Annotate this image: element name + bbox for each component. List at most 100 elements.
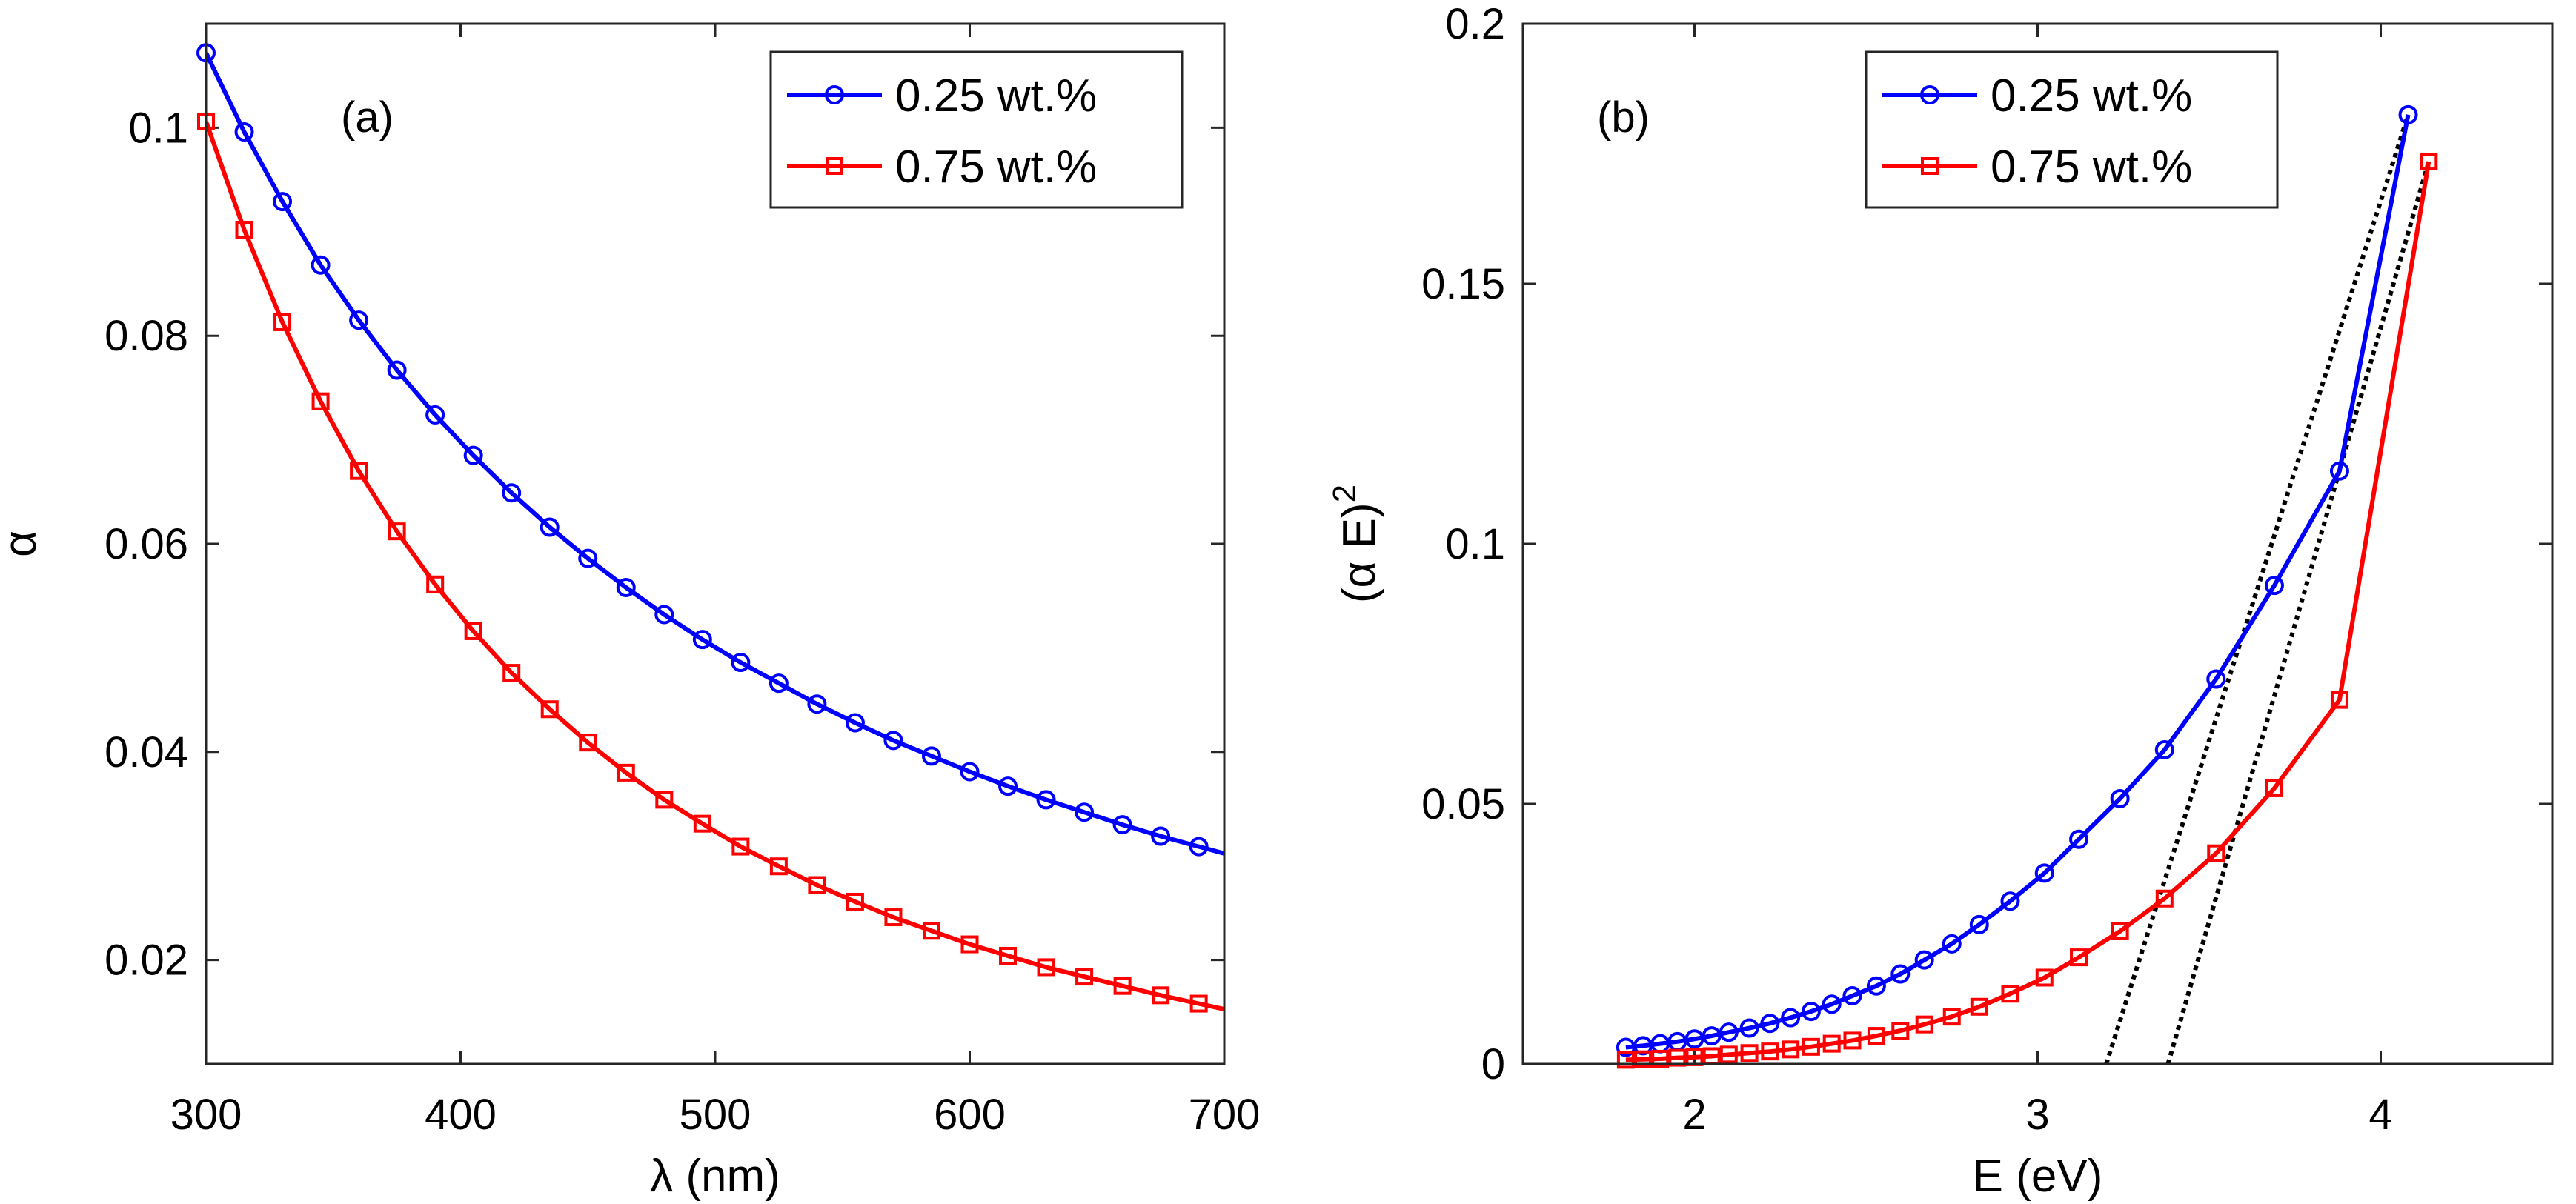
data-point bbox=[1075, 802, 1095, 822]
data-point bbox=[425, 405, 445, 425]
data-point bbox=[1970, 997, 1988, 1016]
panel-a-tick-labels: 300 400 500 600 700 0.02 0.04 0.06 0.08 0.1 bbox=[104, 104, 1260, 1139]
data-point bbox=[1112, 815, 1132, 835]
panel-a-tag: (a) bbox=[341, 93, 394, 142]
panel-b-tick-labels: 2 3 4 0 0.05 0.1 0.15 0.2 bbox=[1421, 0, 2393, 1139]
panel-b-tag: (b) bbox=[1597, 93, 1650, 142]
data-point bbox=[2070, 948, 2088, 967]
data-point bbox=[1651, 1049, 1670, 1068]
data-point bbox=[692, 630, 712, 650]
data-point bbox=[2155, 889, 2174, 908]
data-point bbox=[579, 734, 597, 752]
data-point bbox=[808, 876, 826, 894]
data-point bbox=[2035, 968, 2054, 987]
data-point bbox=[1760, 1014, 1780, 1034]
data-point bbox=[426, 575, 445, 593]
panel-a-axes-frame bbox=[205, 22, 1226, 1065]
data-point bbox=[2206, 669, 2226, 689]
data-point bbox=[1075, 968, 1094, 986]
data-point bbox=[2154, 739, 2174, 759]
data-point bbox=[769, 857, 788, 876]
data-point bbox=[1634, 1050, 1653, 1068]
data-point bbox=[273, 313, 292, 331]
data-point bbox=[2207, 844, 2225, 862]
data-point bbox=[655, 791, 674, 809]
panel-b: 2 3 400.050.10.150.2 (b) E (eV) (α E)2 0.2… bbox=[1327, 0, 2554, 1202]
data-point bbox=[2000, 891, 2020, 911]
data-point bbox=[2001, 985, 2019, 1003]
data-point bbox=[578, 548, 598, 568]
data-point bbox=[1668, 1048, 1687, 1067]
data-point bbox=[845, 713, 865, 733]
data-point bbox=[693, 814, 711, 833]
data-point bbox=[1842, 986, 1862, 1006]
data-point bbox=[387, 360, 407, 380]
panel-b-axes-frame bbox=[1521, 22, 2554, 1065]
y-tick-label: 0.2 bbox=[1445, 0, 1505, 48]
data-point bbox=[540, 700, 559, 719]
data-point bbox=[1113, 977, 1132, 995]
data-point bbox=[1914, 950, 1934, 970]
data-point bbox=[1782, 1040, 1800, 1059]
data-point bbox=[1739, 1018, 1759, 1038]
data-point bbox=[2265, 779, 2283, 797]
y-tick-label: 0.1 bbox=[1445, 520, 1505, 568]
data-point bbox=[540, 517, 560, 537]
legend-swatch-marker bbox=[1920, 85, 1939, 104]
x-tick-label: 600 bbox=[934, 1091, 1006, 1139]
data-point bbox=[2264, 576, 2284, 596]
panel-b-y-axis-label-main: (α E) bbox=[1334, 502, 1385, 603]
panel-b-series bbox=[1616, 104, 2438, 1069]
y-tick-label: 0 bbox=[1481, 1040, 1505, 1088]
data-point bbox=[1189, 994, 1208, 1013]
data-point bbox=[464, 622, 482, 640]
data-point bbox=[350, 462, 368, 480]
data-point bbox=[1801, 1002, 1821, 1022]
panel-b-x-axis-label: E (eV) bbox=[1973, 1151, 2103, 1202]
data-point bbox=[922, 922, 940, 940]
series-line-1 bbox=[1625, 161, 2431, 1062]
panel-a-x-axis-label: λ (nm) bbox=[650, 1151, 780, 1202]
y-tick-label: 0.15 bbox=[1421, 260, 1505, 308]
data-point bbox=[2420, 153, 2438, 171]
data-point bbox=[846, 892, 864, 911]
panel-a-legend-box bbox=[769, 50, 1184, 209]
data-point bbox=[1616, 1051, 1635, 1069]
data-point bbox=[1822, 994, 1842, 1014]
legend-label: 0.75 wt.% bbox=[1991, 142, 2192, 193]
series-line-1 bbox=[206, 121, 1224, 1012]
legend-label: 0.25 wt.% bbox=[895, 70, 1097, 122]
data-point bbox=[1761, 1042, 1779, 1061]
x-tick-label: 4 bbox=[2368, 1091, 2392, 1139]
data-point bbox=[1843, 1031, 1862, 1050]
data-point bbox=[2398, 104, 2418, 124]
data-point bbox=[2069, 829, 2089, 849]
data-point bbox=[1151, 826, 1171, 846]
data-point bbox=[388, 522, 406, 541]
data-point bbox=[1891, 1022, 1910, 1040]
data-point bbox=[921, 746, 941, 766]
data-point bbox=[999, 946, 1018, 965]
data-point bbox=[235, 220, 253, 239]
data-point bbox=[731, 653, 751, 673]
y-tick-label: 0.1 bbox=[128, 104, 188, 152]
x-tick-label: 500 bbox=[680, 1091, 751, 1139]
data-point bbox=[731, 837, 750, 856]
data-point bbox=[654, 605, 674, 625]
y-tick-label: 0.08 bbox=[104, 312, 188, 360]
data-point bbox=[960, 935, 979, 954]
data-point bbox=[463, 445, 483, 465]
panel-b-y-axis-label: (α E)2 bbox=[1327, 485, 1385, 603]
panel-b-y-axis-label-superscript: 2 bbox=[1327, 485, 1363, 502]
panel-a: 300 400 500 600 700 0.02 0.04 0.06 0.08 0.1 (a) λ… bbox=[0, 22, 1260, 1202]
x-tick-label: 300 bbox=[170, 1091, 242, 1139]
data-point bbox=[617, 763, 635, 782]
data-point bbox=[2330, 691, 2348, 709]
legend-swatch-marker bbox=[1921, 157, 1939, 175]
tangent-0.75-line bbox=[2165, 161, 2431, 1064]
data-point bbox=[1719, 1045, 1738, 1064]
data-point bbox=[2329, 461, 2349, 481]
data-point bbox=[2110, 788, 2130, 808]
data-point bbox=[1890, 964, 1911, 984]
data-point bbox=[769, 673, 789, 694]
